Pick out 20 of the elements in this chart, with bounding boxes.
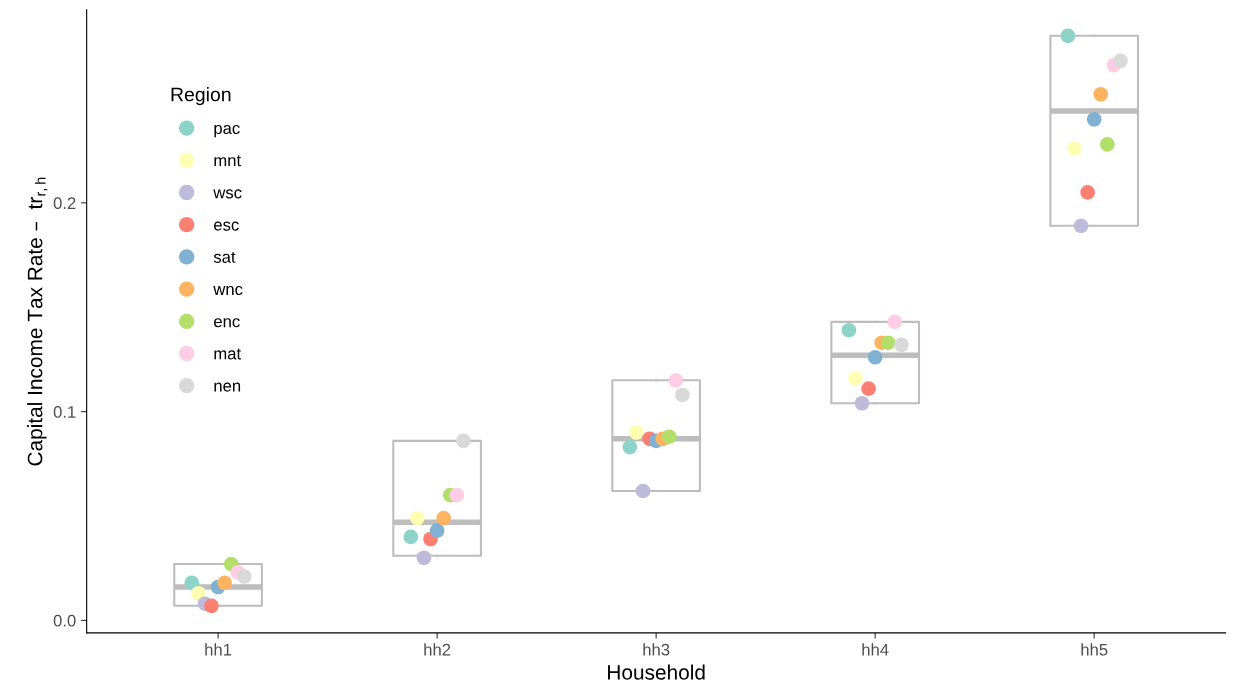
legend-label: wsc bbox=[213, 189, 242, 199]
x-tick-label: hh3 bbox=[643, 643, 670, 656]
legend-label: mat bbox=[214, 348, 241, 360]
x-tick-label: hh5 bbox=[1081, 643, 1108, 656]
x-tick-label: hh1 bbox=[205, 643, 232, 656]
x-axis-title: Household bbox=[608, 664, 705, 680]
legend-label: mnt bbox=[214, 155, 241, 167]
legend-title: Region bbox=[171, 87, 231, 106]
legend-label: enc bbox=[214, 318, 240, 328]
y-tick-label: 0.2 bbox=[53, 197, 76, 210]
legend-label: sat bbox=[213, 251, 236, 263]
legend-label: pac bbox=[214, 124, 240, 138]
x-tick-label: hh2 bbox=[424, 643, 451, 656]
legend-label: nen bbox=[214, 382, 241, 392]
x-tick-label: hh4 bbox=[862, 643, 889, 656]
legend-label: wnc bbox=[213, 285, 243, 296]
legend-label: esc bbox=[214, 221, 239, 231]
y-axis-title: Capital Income Tax Rate – tr$_{r,h}$ bbox=[27, 177, 48, 466]
y-tick-label: 0.0 bbox=[53, 614, 76, 627]
y-tick-label: 0.1 bbox=[53, 406, 76, 418]
